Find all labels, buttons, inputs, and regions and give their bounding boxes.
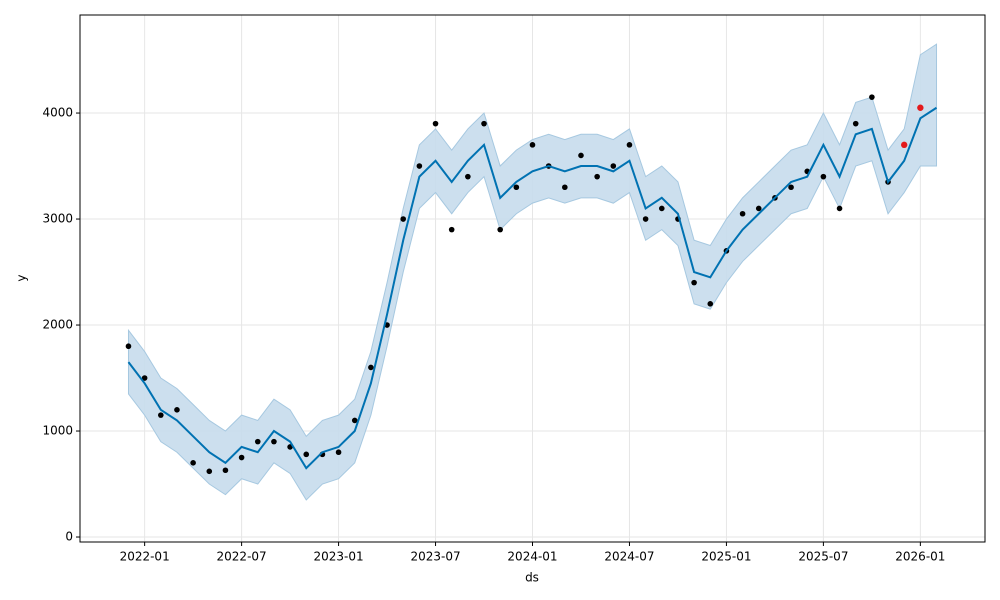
observed-point <box>869 94 875 100</box>
observed-point <box>238 454 245 461</box>
observed-point <box>820 173 827 180</box>
x-tick-label: 2023-01 <box>314 550 364 564</box>
observed-point <box>158 412 164 418</box>
observed-point <box>335 449 342 456</box>
observed-point <box>497 226 503 233</box>
observed-point <box>755 205 762 212</box>
observed-point <box>125 343 132 350</box>
y-tick-label: 2000 <box>42 318 73 332</box>
x-tick-label: 2024-01 <box>507 550 557 564</box>
observed-point <box>222 467 229 474</box>
observed-point <box>271 438 277 445</box>
observed-point <box>578 152 584 159</box>
observed-point <box>481 120 487 127</box>
x-tick-label: 2025-01 <box>701 550 751 564</box>
observed-point <box>303 451 310 458</box>
observed-point <box>642 216 649 222</box>
observed-point <box>788 184 794 191</box>
observed-point <box>529 142 536 148</box>
observed-point <box>141 375 148 381</box>
x-axis-label: ds <box>525 571 539 585</box>
observed-point <box>368 364 374 371</box>
x-tick-label: 2022-07 <box>217 550 267 564</box>
observed-point <box>400 216 407 222</box>
observed-point <box>465 173 471 180</box>
x-tick-label: 2023-07 <box>410 550 460 564</box>
y-tick-label: 4000 <box>42 106 73 120</box>
x-tick-label: 2025-07 <box>798 550 848 564</box>
observed-point <box>351 417 358 424</box>
observed-point <box>594 173 600 180</box>
recent-point <box>900 141 908 149</box>
y-tick-label: 3000 <box>42 212 73 226</box>
y-tick-label: 1000 <box>42 424 73 438</box>
x-tick-label: 2026-01 <box>895 550 945 564</box>
observed-point <box>836 205 843 212</box>
x-tick-label: 2022-01 <box>120 550 170 564</box>
observed-point <box>254 438 261 445</box>
observed-point <box>432 120 439 127</box>
observed-point <box>174 407 180 413</box>
observed-point <box>610 163 617 169</box>
observed-point <box>691 279 697 286</box>
y-tick-label: 0 <box>65 530 73 544</box>
recent-point <box>917 104 924 111</box>
observed-point <box>562 184 568 191</box>
observed-point <box>190 460 196 466</box>
forecast-line <box>127 106 938 470</box>
observed-point <box>513 184 520 191</box>
x-tick-label: 2024-07 <box>604 550 654 564</box>
observed-point <box>739 210 746 217</box>
observed-point <box>206 468 213 475</box>
y-axis-label: y <box>15 274 29 281</box>
observed-point <box>626 142 633 148</box>
observed-point <box>852 120 859 127</box>
observed-point <box>707 301 714 307</box>
uncertainty-band <box>127 43 938 501</box>
observed-point <box>448 226 455 233</box>
observed-point <box>416 163 423 169</box>
observed-point <box>658 205 665 212</box>
